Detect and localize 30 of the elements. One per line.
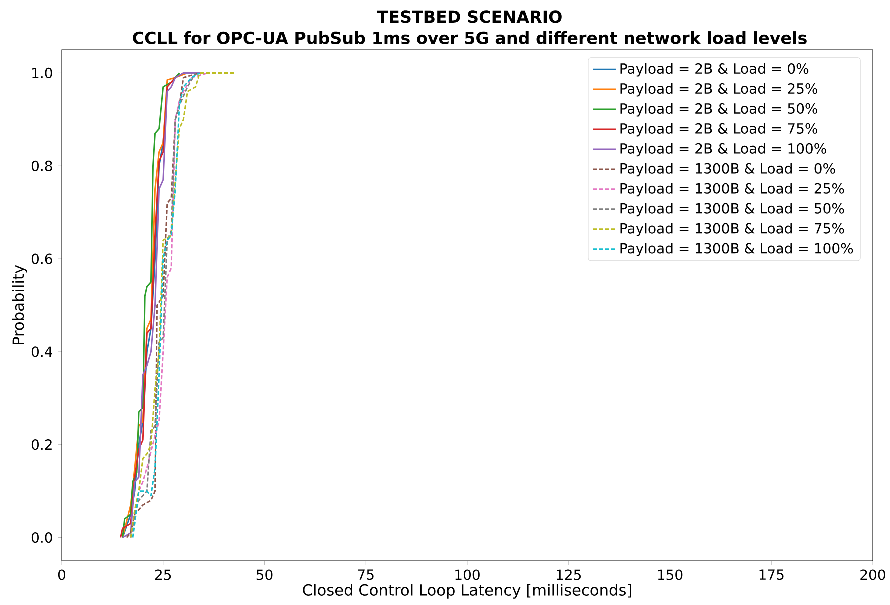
x-tick-label: 200 <box>860 570 886 580</box>
y-tick-label: 0.4 <box>32 346 52 358</box>
y-tick-label: 0.2 <box>32 440 52 450</box>
legend-label: Payload = 1300B & Load = 0% <box>620 163 836 177</box>
chart-title: TESTBED SCENARIO <box>377 10 562 24</box>
y-tick-label: 1.0 <box>32 68 52 78</box>
chart-subtitle: CCLL for OPC-UA PubSub 1ms over 5G and different network load levels <box>133 32 807 44</box>
x-tick-label: 175 <box>760 570 784 580</box>
legend-label: Payload = 2B & Load = 100% <box>620 143 826 157</box>
y-tick-label: 0.0 <box>32 532 52 544</box>
x-tick-label: 150 <box>658 570 683 580</box>
legend-label: Payload = 1300B & Load = 75% <box>620 223 844 237</box>
x-tick-label: 125 <box>557 570 581 580</box>
legend-label: Payload = 1300B & Load = 25% <box>620 183 844 197</box>
legend-label: Payload = 2B & Load = 25% <box>620 83 818 97</box>
line-series <box>130 72 238 538</box>
x-tick-label: 100 <box>456 570 480 580</box>
y-tick-label: 0.8 <box>32 160 52 172</box>
legend-label: Payload = 1300B & Load = 50% <box>620 203 844 217</box>
legend-label: Payload = 1300B & Load = 100% <box>620 242 854 257</box>
legend-label: Payload = 2B & Load = 0% <box>620 63 809 77</box>
x-tick-label: 50 <box>256 570 273 580</box>
legend-label: Payload = 2B & Load = 50% <box>620 103 818 117</box>
legend-label: Payload = 2B & Load = 75% <box>620 123 818 137</box>
x-tick-label: 0 <box>58 570 66 580</box>
y-axis-title: Probability <box>12 265 28 345</box>
x-tick-label: 25 <box>155 570 172 580</box>
x-tick-label: 75 <box>358 570 374 580</box>
x-axis-title: Closed Control Loop Latency [milliseconds] <box>303 584 632 599</box>
y-tick-label: 0.6 <box>32 254 52 264</box>
